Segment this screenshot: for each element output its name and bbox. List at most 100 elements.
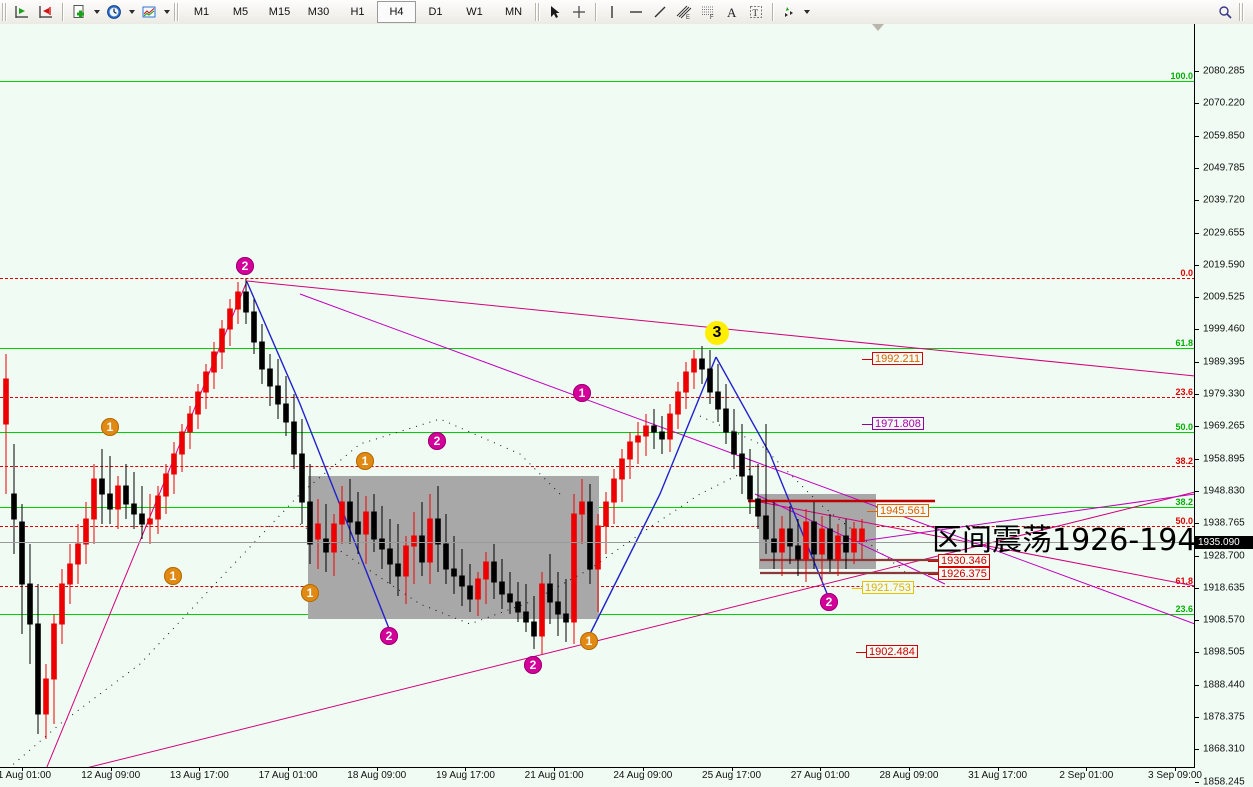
wave-marker-1[interactable]: 1 bbox=[573, 384, 591, 402]
price-tick bbox=[1195, 490, 1199, 492]
text-icon[interactable]: A bbox=[720, 1, 744, 23]
price-tag-leader-line bbox=[852, 588, 862, 589]
time-axis-label: 3 Sep 09:00 bbox=[1148, 770, 1202, 781]
toolbar-grip[interactable] bbox=[2, 3, 7, 21]
price-tick bbox=[1195, 135, 1199, 137]
range-annotation-text: 区间震荡1926-1948 bbox=[932, 523, 1195, 558]
level-line-100-0 bbox=[0, 81, 1195, 82]
price-tick bbox=[1195, 555, 1199, 557]
svg-text:F: F bbox=[710, 15, 714, 20]
toolbar-end-grip[interactable] bbox=[1239, 3, 1244, 21]
wave-marker-1[interactable]: 1 bbox=[164, 567, 182, 585]
wave-marker-3[interactable]: 3 bbox=[705, 321, 729, 345]
price-tag-1930-346[interactable]: 1930.346 bbox=[928, 554, 990, 567]
wave-marker-1[interactable]: 1 bbox=[356, 452, 374, 470]
level-label: 38.2 bbox=[1175, 497, 1193, 507]
price-tag-leader-line bbox=[862, 424, 872, 425]
objects-dropdown-arrow-icon[interactable] bbox=[801, 2, 812, 22]
price-scale[interactable]: 2080.285 2070.220 2059.850 2049.785 2039.720… bbox=[1195, 24, 1253, 787]
price-tag-1926-375[interactable]: 1926.375 bbox=[928, 567, 990, 580]
current-price-badge: 1935.090 bbox=[1195, 536, 1253, 549]
timeframe-d1[interactable]: D1 bbox=[428, 6, 443, 18]
price-tag-1902-484[interactable]: 1902.484 bbox=[856, 645, 918, 658]
price-tag-leader-line bbox=[856, 652, 866, 653]
wave-marker-2[interactable]: 2 bbox=[820, 593, 838, 611]
time-tick bbox=[908, 768, 910, 771]
price-tick bbox=[1195, 264, 1199, 266]
time-axis-label: 13 Aug 17:00 bbox=[169, 770, 229, 781]
wave-marker-1[interactable]: 1 bbox=[580, 632, 598, 650]
price-axis-label: 2080.285 bbox=[1203, 65, 1245, 77]
trendline-icon[interactable] bbox=[648, 1, 672, 23]
level-label: 61.8 bbox=[1175, 338, 1193, 348]
timeframe-m5[interactable]: M5 bbox=[232, 6, 249, 18]
price-axis-label: 2029.655 bbox=[1203, 227, 1245, 238]
timeframe-m15[interactable]: M15 bbox=[268, 6, 291, 18]
price-plot[interactable]: 100.0 0.0 61.8 23.6 50.0 38.2 38.2 50.0 61.8 23.6… bbox=[0, 24, 1195, 768]
price-axis-label: 1948.830 bbox=[1203, 485, 1245, 497]
chart-start-icon[interactable] bbox=[10, 1, 34, 23]
chart-end-icon[interactable] bbox=[34, 1, 58, 23]
price-tick bbox=[1195, 587, 1199, 589]
period-dropdown-arrow-icon[interactable] bbox=[126, 2, 137, 22]
timeframe-w1[interactable]: W1 bbox=[466, 6, 483, 18]
price-axis-label: 1908.570 bbox=[1203, 614, 1245, 626]
price-tick bbox=[1195, 394, 1199, 395]
search-icon[interactable] bbox=[1213, 1, 1237, 23]
objects-icon[interactable] bbox=[777, 1, 801, 23]
timeframe-m30[interactable]: M30 bbox=[307, 6, 330, 18]
wave-marker-1[interactable]: 1 bbox=[301, 584, 319, 602]
price-axis-label: 1858.245 bbox=[1203, 776, 1245, 787]
time-scale[interactable]: 11 Aug 01:00 12 Aug 09:00 13 Aug 17:00 17 A… bbox=[0, 768, 1202, 785]
tools-group-grip[interactable] bbox=[535, 3, 540, 21]
price-axis-label: 2049.785 bbox=[1203, 162, 1245, 174]
time-tick bbox=[1086, 768, 1088, 771]
time-tick bbox=[997, 768, 999, 771]
time-axis-label: 11 Aug 01:00 bbox=[0, 770, 52, 781]
current-price-line bbox=[0, 542, 1195, 543]
equidistant-channel-icon[interactable]: E bbox=[672, 1, 696, 23]
indicators-icon[interactable] bbox=[137, 1, 161, 23]
vertical-line-icon[interactable] bbox=[600, 1, 624, 23]
wave-marker-2[interactable]: 2 bbox=[380, 627, 398, 645]
indicators-dropdown-arrow-icon[interactable] bbox=[161, 2, 172, 22]
time-axis-label: 17 Aug 01:00 bbox=[258, 770, 318, 781]
price-tick bbox=[1195, 167, 1199, 169]
level-label: 50.0 bbox=[1175, 516, 1193, 526]
price-tag-1921-753[interactable]: 1921.753 bbox=[852, 581, 914, 594]
price-tag-1945-561[interactable]: 1945.561 bbox=[867, 504, 929, 517]
svg-text:A: A bbox=[727, 5, 737, 20]
wave-marker-2[interactable]: 2 bbox=[428, 432, 446, 450]
timeframe-h4[interactable]: H4 bbox=[377, 1, 416, 23]
price-axis-label: 1958.895 bbox=[1203, 453, 1245, 465]
wave-marker-2[interactable]: 2 bbox=[236, 257, 254, 275]
new-chart-dropdown-arrow-icon[interactable] bbox=[91, 2, 102, 22]
wave-marker-1[interactable]: 1 bbox=[101, 418, 119, 436]
timeframe-m1[interactable]: M1 bbox=[193, 6, 210, 18]
time-axis-label: 18 Aug 09:00 bbox=[347, 770, 407, 781]
cursor-icon[interactable] bbox=[543, 1, 567, 23]
timeframe-mn[interactable]: MN bbox=[504, 6, 523, 18]
crosshair-icon[interactable] bbox=[567, 1, 591, 23]
price-tick bbox=[1195, 652, 1199, 654]
new-chart-icon[interactable] bbox=[67, 1, 91, 23]
text-label-icon[interactable]: T bbox=[744, 1, 768, 23]
price-tag-1971-808[interactable]: 1971.808 bbox=[862, 417, 924, 430]
time-tick bbox=[110, 768, 112, 771]
plot-right-border bbox=[1194, 24, 1195, 768]
price-axis-label: 1888.440 bbox=[1203, 679, 1245, 691]
time-axis-label: 24 Aug 09:00 bbox=[613, 770, 673, 781]
price-tick bbox=[1195, 458, 1199, 460]
wave-marker-2[interactable]: 2 bbox=[524, 656, 542, 674]
timeframe-h1[interactable]: H1 bbox=[350, 6, 365, 18]
timeframe-group-grip[interactable] bbox=[174, 3, 179, 21]
price-tick bbox=[1195, 329, 1199, 331]
fibonacci-retracement-icon[interactable]: F bbox=[696, 1, 720, 23]
chart-area[interactable]: 100.0 0.0 61.8 23.6 50.0 38.2 38.2 50.0 61.8 23.6… bbox=[0, 24, 1253, 787]
price-tag-1992-211[interactable]: 1992.211 bbox=[862, 352, 924, 365]
time-axis-label: 21 Aug 01:00 bbox=[524, 770, 584, 781]
horizontal-line-icon[interactable] bbox=[624, 1, 648, 23]
level-line-61-8 bbox=[0, 348, 1195, 349]
time-axis-label: 12 Aug 09:00 bbox=[81, 770, 141, 781]
period-clock-icon[interactable] bbox=[102, 1, 126, 23]
